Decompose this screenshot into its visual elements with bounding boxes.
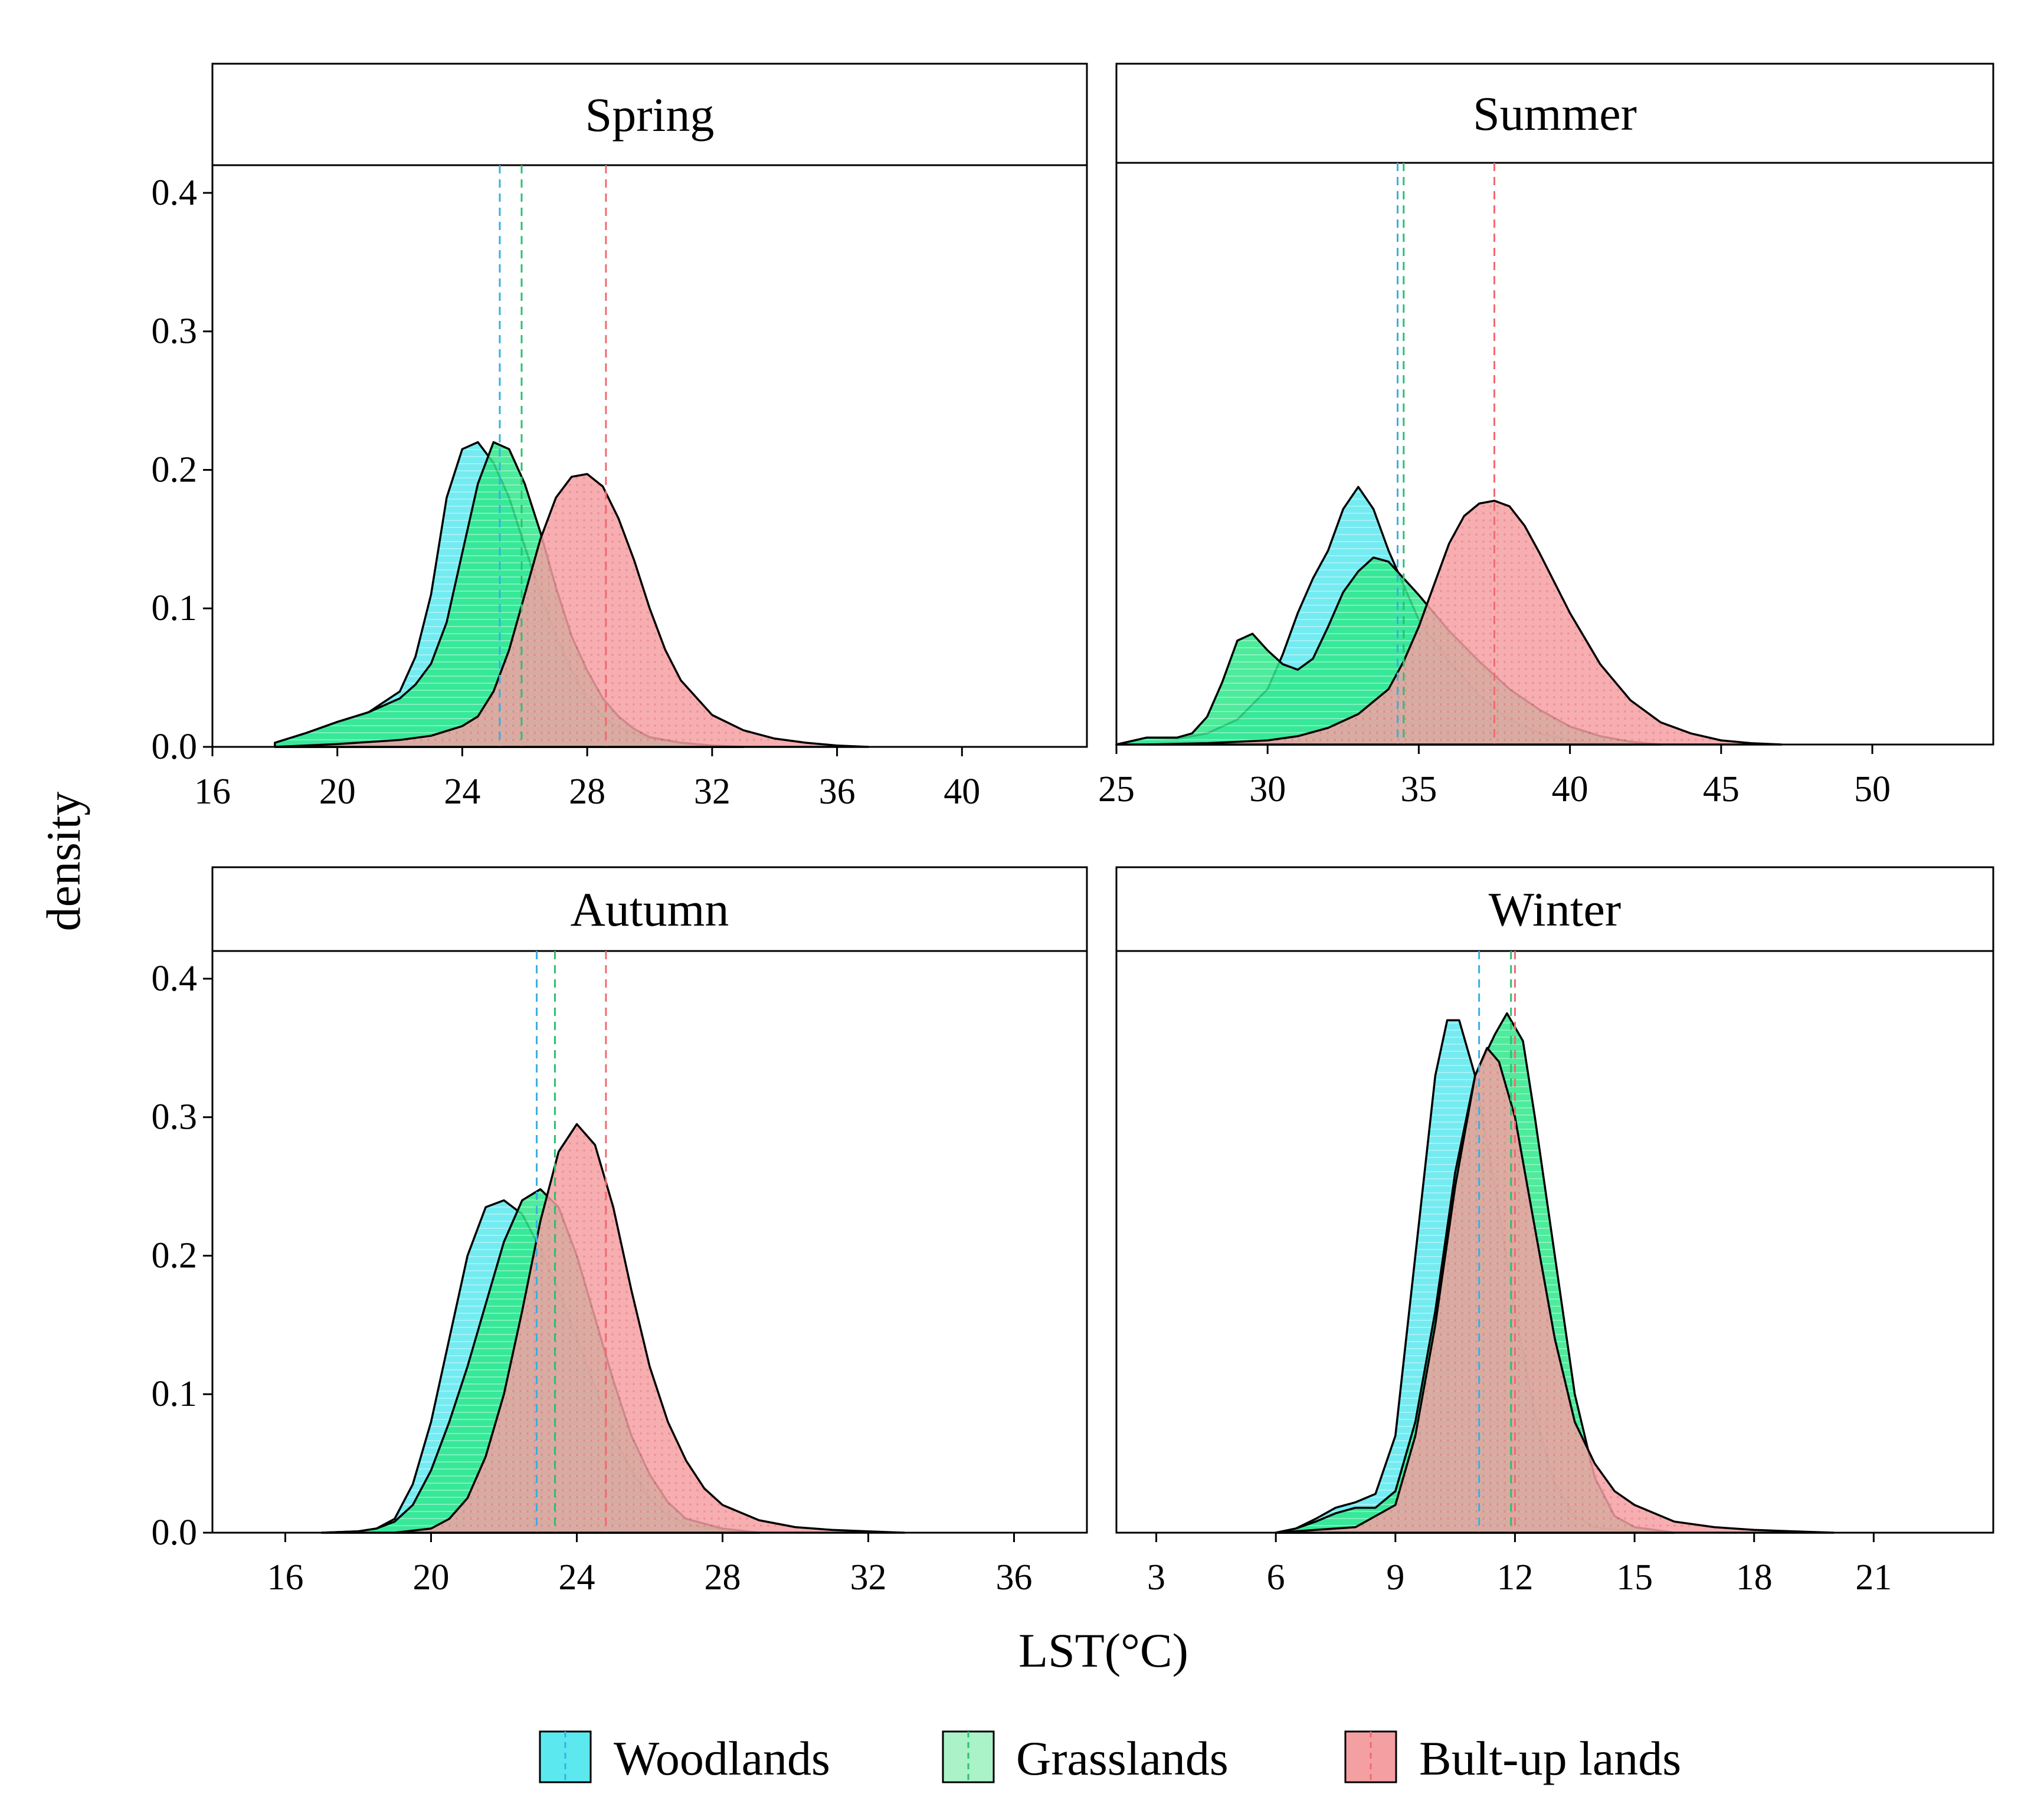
legend: Woodlands Grasslands Bult-up lands — [539, 1730, 1681, 1785]
x-tick-label-autumn: 28 — [705, 1557, 741, 1598]
legend-item-built-up: Bult-up lands — [1344, 1730, 1681, 1785]
strip-title-winter: Winter — [1489, 883, 1621, 936]
strip-title-summer: Summer — [1473, 87, 1637, 140]
x-tick-label-autumn: 16 — [267, 1557, 304, 1598]
y-tick-label-autumn: 0.2 — [152, 1235, 198, 1275]
x-tick-label-autumn: 36 — [996, 1557, 1033, 1598]
panel-summer: Summer 25 30 35 40 45 50 — [1098, 63, 1994, 809]
y-tick-label-autumn: 0.0 — [152, 1513, 198, 1553]
x-tick-label-spring: 28 — [569, 772, 605, 812]
legend-item-grasslands: Grasslands — [942, 1730, 1229, 1785]
y-tick-label-autumn: 0.3 — [152, 1097, 198, 1137]
x-axis-title: LST(°C) — [1018, 1624, 1188, 1677]
x-tick-label-winter: 12 — [1496, 1557, 1533, 1598]
x-tick-label-winter: 18 — [1736, 1557, 1773, 1598]
density-area-built-up-autumn — [394, 1123, 906, 1534]
x-tick-label-winter: 21 — [1855, 1557, 1892, 1598]
legend-label-grasslands: Grasslands — [1016, 1732, 1229, 1785]
density-area-built-up-spring — [274, 473, 870, 748]
x-tick-label-winter: 9 — [1386, 1557, 1404, 1598]
y-tick-label-autumn: 0.4 — [152, 959, 198, 999]
x-tick-label-spring: 36 — [819, 772, 856, 812]
panel-spring: Spring 16 20 24 28 32 36 40 0.0 0.1 0.2 0.3 0.4 — [152, 63, 1088, 812]
x-tick-label-spring: 20 — [319, 772, 356, 812]
legend-swatch-woodlands — [539, 1730, 592, 1783]
x-tick-label-autumn: 20 — [413, 1557, 450, 1598]
strip-title-spring: Spring — [585, 88, 715, 142]
x-tick-label-spring: 16 — [194, 772, 231, 812]
x-tick-label-summer: 40 — [1552, 769, 1588, 809]
x-tick-label-summer: 45 — [1703, 769, 1740, 809]
x-tick-label-winter: 6 — [1267, 1557, 1285, 1598]
panel-winter: Winter 3 6 9 12 15 18 21 — [1115, 866, 1994, 1598]
panel-autumn: Autumn 16 20 24 28 32 36 0.0 0.1 0.2 0.3 0.4 — [152, 866, 1088, 1598]
x-tick-label-spring: 24 — [444, 772, 480, 812]
legend-item-woodlands: Woodlands — [539, 1730, 830, 1785]
legend-label-woodlands: Woodlands — [614, 1732, 830, 1785]
legend-label-built-up: Bult-up lands — [1419, 1732, 1681, 1785]
x-tick-label-summer: 50 — [1854, 769, 1891, 809]
density-area-built-up-winter — [1275, 1047, 1835, 1534]
y-tick-label-spring: 0.0 — [152, 727, 198, 767]
y-tick-label-spring: 0.4 — [152, 173, 198, 213]
x-tick-label-autumn: 32 — [850, 1557, 887, 1598]
y-axis-title: density — [37, 792, 90, 932]
x-tick-label-spring: 40 — [944, 772, 980, 812]
x-tick-label-autumn: 24 — [559, 1557, 595, 1598]
x-tick-label-winter: 3 — [1147, 1557, 1165, 1598]
x-tick-label-winter: 15 — [1616, 1557, 1653, 1598]
y-tick-label-spring: 0.2 — [152, 450, 198, 490]
x-tick-label-spring: 32 — [694, 772, 731, 812]
strip-title-autumn: Autumn — [571, 883, 729, 936]
x-tick-label-summer: 25 — [1098, 769, 1135, 809]
y-tick-label-spring: 0.3 — [152, 311, 198, 352]
x-tick-label-summer: 35 — [1400, 769, 1437, 809]
y-tick-label-spring: 0.1 — [152, 588, 198, 628]
density-area-built-up-summer — [1145, 500, 1783, 746]
x-tick-label-summer: 30 — [1249, 769, 1286, 809]
y-tick-label-autumn: 0.1 — [152, 1374, 198, 1414]
